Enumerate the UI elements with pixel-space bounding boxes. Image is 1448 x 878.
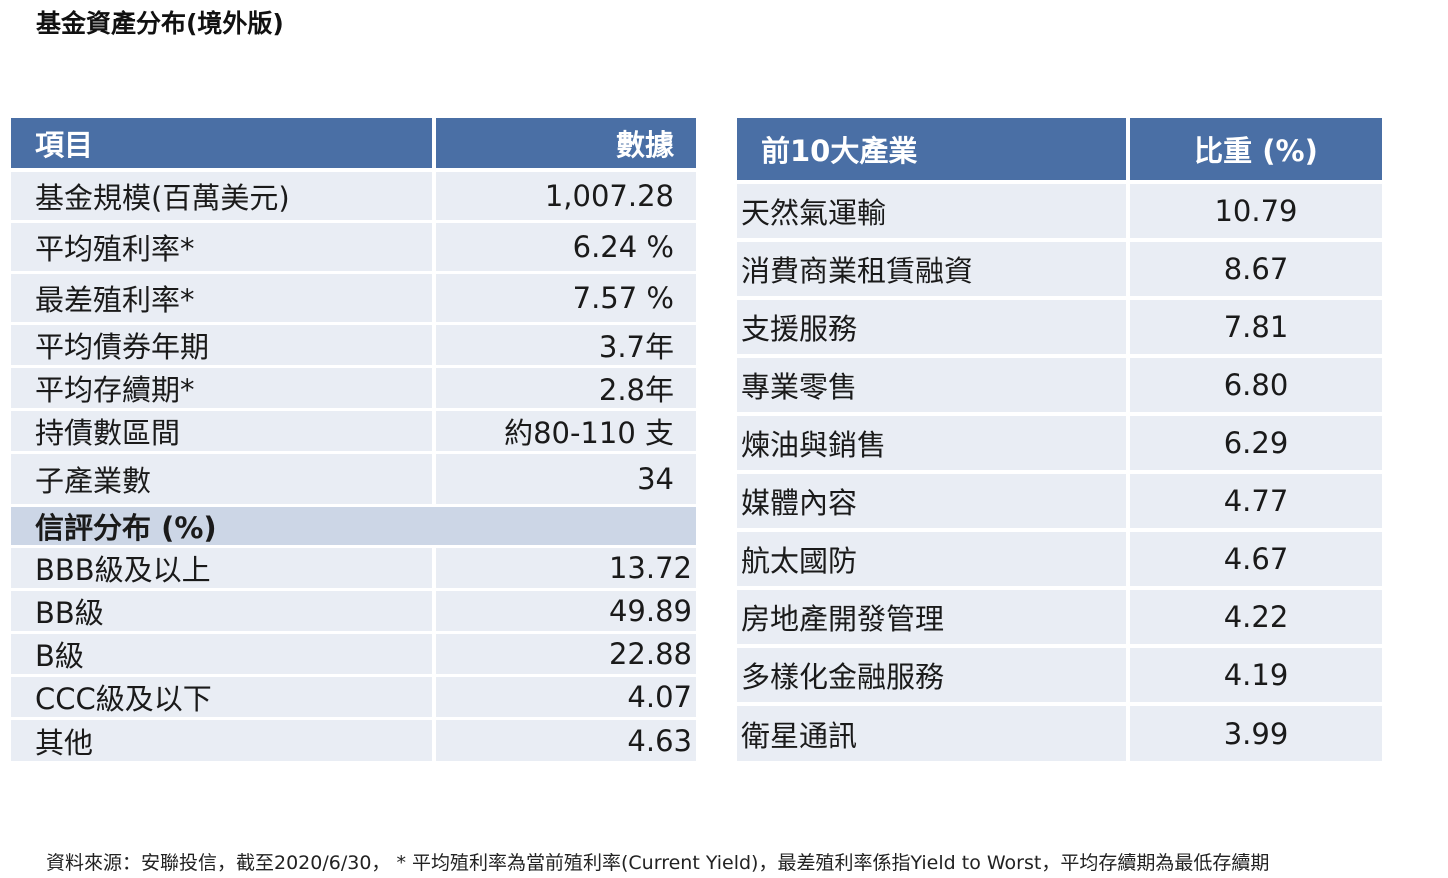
header-weight: 比重 (%)	[1130, 118, 1382, 180]
industry-label: 專業零售	[737, 358, 1126, 412]
table-row: 持債數區間 約80-110 支	[11, 411, 696, 451]
industry-label: 航太國防	[737, 532, 1126, 586]
table-row: CCC級及以下 4.07	[11, 677, 696, 717]
industry-weight: 10.79	[1130, 184, 1382, 238]
page-title: 基金資產分布(境外版)	[36, 9, 284, 38]
row-label: 平均存續期*	[11, 368, 432, 408]
industry-label: 消費商業租賃融資	[737, 242, 1126, 296]
industry-label: 媒體內容	[737, 474, 1126, 528]
row-value: 約80-110 支	[436, 411, 696, 451]
row-label: B級	[11, 634, 432, 674]
top-industries-table: 前10大產業 比重 (%) 天然氣運輸 10.79 消費商業租賃融資 8.67 …	[737, 118, 1382, 761]
table-row: 最差殖利率* 7.57 %	[11, 274, 696, 322]
table-header: 前10大產業 比重 (%)	[737, 118, 1382, 180]
industry-label: 房地產開發管理	[737, 590, 1126, 644]
industry-weight: 4.19	[1130, 648, 1382, 702]
table-row: 平均存續期* 2.8年	[11, 368, 696, 408]
row-label: BB級	[11, 591, 432, 631]
industry-weight: 6.29	[1130, 416, 1382, 470]
row-value: 34	[436, 454, 696, 504]
row-label: 持債數區間	[11, 411, 432, 451]
industry-label: 天然氣運輸	[737, 184, 1126, 238]
table-row: 消費商業租賃融資 8.67	[737, 242, 1382, 296]
table-row: 航太國防 4.67	[737, 532, 1382, 586]
fund-data-table: 項目 數據 基金規模(百萬美元) 1,007.28 平均殖利率* 6.24 % …	[11, 118, 696, 761]
header-item: 項目	[11, 118, 432, 168]
row-value: 1,007.28	[436, 172, 696, 220]
industry-weight: 7.81	[1130, 300, 1382, 354]
row-label: 最差殖利率*	[11, 274, 432, 322]
header-data: 數據	[436, 118, 696, 168]
table-row: 基金規模(百萬美元) 1,007.28	[11, 172, 696, 220]
table-row: B級 22.88	[11, 634, 696, 674]
credit-title: 信評分布 (%)	[11, 507, 696, 545]
table-row: BB級 49.89	[11, 591, 696, 631]
row-value: 13.72	[436, 548, 696, 588]
industry-label: 衛星通訊	[737, 706, 1126, 761]
table-row: 平均殖利率* 6.24 %	[11, 223, 696, 271]
table-row: 支援服務 7.81	[737, 300, 1382, 354]
industry-label: 支援服務	[737, 300, 1126, 354]
table-row: 專業零售 6.80	[737, 358, 1382, 412]
credit-subheader: 信評分布 (%)	[11, 507, 696, 545]
industry-weight: 4.67	[1130, 532, 1382, 586]
header-industry: 前10大產業	[737, 118, 1126, 180]
table-row: 媒體內容 4.77	[737, 474, 1382, 528]
row-label: 其他	[11, 720, 432, 761]
table-row: 煉油與銷售 6.29	[737, 416, 1382, 470]
row-value: 3.7年	[436, 325, 696, 365]
industry-weight: 4.22	[1130, 590, 1382, 644]
row-value: 4.63	[436, 720, 696, 761]
row-value: 7.57 %	[436, 274, 696, 322]
row-value: 4.07	[436, 677, 696, 717]
industry-label: 煉油與銷售	[737, 416, 1126, 470]
row-label: CCC級及以下	[11, 677, 432, 717]
industry-weight: 4.77	[1130, 474, 1382, 528]
industry-weight: 3.99	[1130, 706, 1382, 761]
row-value: 6.24 %	[436, 223, 696, 271]
table-row: 天然氣運輸 10.79	[737, 184, 1382, 238]
table-row: 平均債券年期 3.7年	[11, 325, 696, 365]
table-row: 房地產開發管理 4.22	[737, 590, 1382, 644]
row-label: 子產業數	[11, 454, 432, 504]
industry-label: 多樣化金融服務	[737, 648, 1126, 702]
row-label: 平均債券年期	[11, 325, 432, 365]
row-value: 2.8年	[436, 368, 696, 408]
footnote: 資料來源：安聯投信，截至2020/6/30， * 平均殖利率為當前殖利率(Cur…	[46, 852, 1270, 874]
row-value: 49.89	[436, 591, 696, 631]
row-label: BBB級及以上	[11, 548, 432, 588]
table-row: BBB級及以上 13.72	[11, 548, 696, 588]
row-label: 平均殖利率*	[11, 223, 432, 271]
industry-weight: 8.67	[1130, 242, 1382, 296]
row-label: 基金規模(百萬美元)	[11, 172, 432, 220]
table-row: 多樣化金融服務 4.19	[737, 648, 1382, 702]
table-row: 其他 4.63	[11, 720, 696, 761]
table-row: 子產業數 34	[11, 454, 696, 504]
industry-weight: 6.80	[1130, 358, 1382, 412]
row-value: 22.88	[436, 634, 696, 674]
table-row: 衛星通訊 3.99	[737, 706, 1382, 761]
table-header: 項目 數據	[11, 118, 696, 168]
